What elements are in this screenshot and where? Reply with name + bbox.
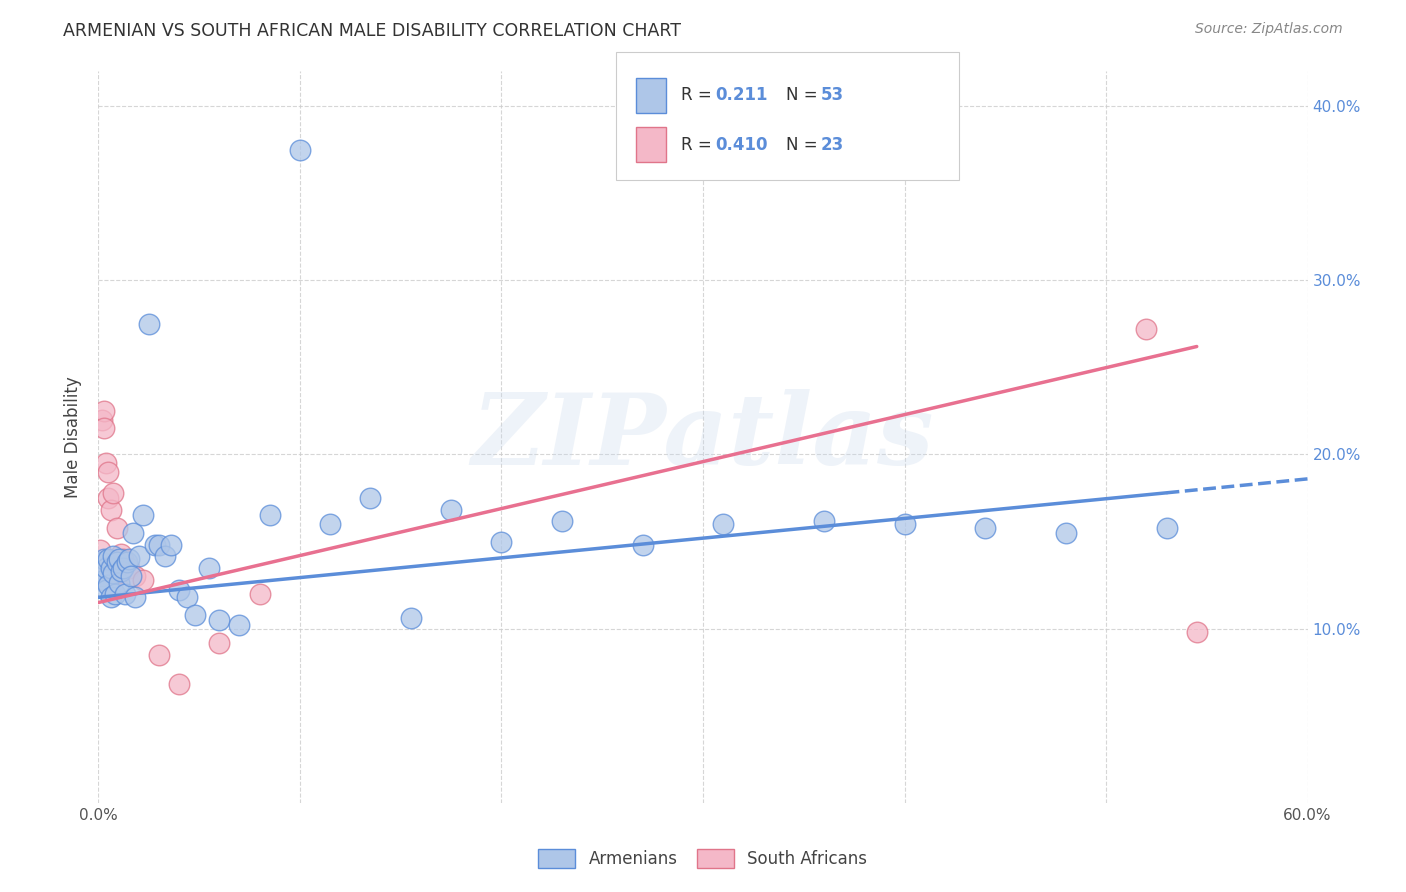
Text: N =: N = <box>786 136 823 153</box>
Point <box>105 556 128 570</box>
Point <box>143 538 166 552</box>
Point <box>1054 525 1077 540</box>
Text: 53: 53 <box>821 87 844 104</box>
Point <box>91 569 114 583</box>
Point <box>103 587 125 601</box>
Point <box>114 587 136 601</box>
Point <box>198 560 221 574</box>
Point <box>121 525 143 540</box>
Text: 23: 23 <box>821 136 845 153</box>
Point <box>93 552 115 566</box>
Point <box>107 566 129 580</box>
Text: N =: N = <box>786 87 823 104</box>
Point <box>107 552 129 566</box>
Point <box>118 560 141 574</box>
Point <box>1185 625 1208 640</box>
Point <box>259 508 281 523</box>
Point <box>893 517 915 532</box>
Point <box>103 556 125 570</box>
Point <box>631 538 654 552</box>
Point <box>148 538 170 552</box>
Point <box>101 549 124 563</box>
Point <box>96 583 118 598</box>
Point <box>97 552 120 566</box>
Point <box>120 569 142 583</box>
Point <box>148 648 170 662</box>
Point <box>111 560 134 574</box>
Point <box>97 491 120 505</box>
Point <box>128 549 150 563</box>
Point <box>101 485 124 500</box>
Point <box>319 517 342 532</box>
Point <box>249 587 271 601</box>
Point <box>97 465 120 479</box>
Point <box>228 618 250 632</box>
Point <box>491 534 513 549</box>
Point <box>107 576 129 591</box>
Point <box>160 538 183 552</box>
Point <box>97 578 120 592</box>
Point <box>93 421 115 435</box>
Point <box>96 456 118 470</box>
Point <box>89 560 111 574</box>
Point <box>711 517 734 532</box>
Point <box>91 556 114 570</box>
Point <box>91 412 114 426</box>
Point <box>440 503 463 517</box>
Text: Source: ZipAtlas.com: Source: ZipAtlas.com <box>1195 22 1343 37</box>
Legend: Armenians, South Africans: Armenians, South Africans <box>531 842 875 875</box>
Point <box>132 573 155 587</box>
Point <box>551 514 574 528</box>
Text: ZIPatlas: ZIPatlas <box>472 389 934 485</box>
Point <box>124 591 146 605</box>
Point <box>93 404 115 418</box>
Point <box>111 552 134 566</box>
Point <box>118 552 141 566</box>
Point <box>399 611 422 625</box>
Point <box>100 503 122 517</box>
Text: 0.211: 0.211 <box>716 87 768 104</box>
Point <box>105 521 128 535</box>
Point <box>813 514 835 528</box>
Text: ARMENIAN VS SOUTH AFRICAN MALE DISABILITY CORRELATION CHART: ARMENIAN VS SOUTH AFRICAN MALE DISABILIT… <box>63 22 682 40</box>
Point <box>167 677 190 691</box>
Point <box>167 583 190 598</box>
Text: 0.410: 0.410 <box>716 136 768 153</box>
Point <box>96 560 118 574</box>
Point <box>208 635 231 649</box>
Text: R =: R = <box>681 136 717 153</box>
Point <box>115 556 138 570</box>
Point <box>153 549 176 563</box>
Point <box>360 491 382 505</box>
Point <box>89 543 111 558</box>
Point <box>124 569 146 583</box>
Point <box>288 143 311 157</box>
Y-axis label: Male Disability: Male Disability <box>65 376 83 498</box>
Point <box>184 607 207 622</box>
Text: R =: R = <box>681 87 717 104</box>
Point <box>110 564 132 578</box>
Point <box>100 591 122 605</box>
Point <box>138 317 160 331</box>
Point <box>176 591 198 605</box>
Point <box>110 547 132 561</box>
Point <box>93 573 115 587</box>
Point <box>1135 322 1157 336</box>
Point <box>100 560 122 574</box>
Point <box>101 566 124 580</box>
Point <box>974 521 997 535</box>
Point <box>1156 521 1178 535</box>
Point <box>132 508 155 523</box>
Point <box>208 613 231 627</box>
